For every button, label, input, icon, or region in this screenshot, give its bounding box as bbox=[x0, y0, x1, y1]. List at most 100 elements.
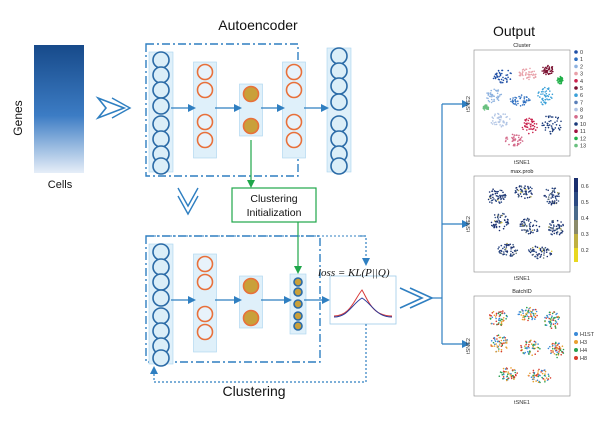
maxprob-point bbox=[552, 227, 555, 229]
batch-point bbox=[499, 319, 502, 322]
cluster-point bbox=[487, 94, 490, 96]
batch-point bbox=[500, 345, 503, 348]
maxprob-point bbox=[558, 226, 561, 228]
cluster-point bbox=[511, 133, 514, 136]
cluster-point bbox=[549, 133, 552, 135]
batch-point bbox=[550, 319, 552, 321]
maxprob-point bbox=[557, 193, 560, 195]
cluster-point bbox=[544, 126, 547, 129]
cluster-point bbox=[492, 77, 495, 80]
maxprob-point bbox=[496, 190, 498, 193]
maxprob-point bbox=[528, 250, 531, 253]
batch-point bbox=[554, 327, 557, 329]
batch-point bbox=[506, 347, 508, 349]
maxprob-point bbox=[553, 191, 556, 193]
batch-point bbox=[561, 351, 564, 354]
batch-point bbox=[527, 317, 530, 320]
maxprob-point bbox=[516, 188, 518, 191]
genes-label: Genes bbox=[11, 100, 25, 135]
legend-swatch bbox=[574, 115, 578, 119]
cl-hidden-layer-node bbox=[196, 273, 214, 291]
batch-point bbox=[494, 316, 497, 318]
cluster-point bbox=[548, 120, 550, 123]
legend-swatch bbox=[574, 57, 578, 61]
cluster-point bbox=[546, 69, 548, 72]
maxprob-point bbox=[551, 187, 554, 190]
cluster-point bbox=[532, 131, 534, 134]
batch-point bbox=[506, 375, 509, 378]
maxprob-point bbox=[555, 225, 558, 228]
cluster-point bbox=[511, 136, 513, 139]
batch-point bbox=[532, 375, 534, 378]
output-title: Output bbox=[493, 23, 535, 39]
maxprob-point bbox=[520, 191, 522, 194]
maxprob-point bbox=[557, 223, 559, 226]
cluster-point bbox=[517, 102, 519, 105]
cluster-point bbox=[545, 115, 547, 118]
maxprob-point bbox=[504, 196, 506, 198]
maxprob-point bbox=[521, 223, 524, 225]
batch-point bbox=[556, 351, 558, 354]
batch-point bbox=[493, 323, 495, 325]
maxprob-point bbox=[492, 188, 494, 190]
cluster-point bbox=[526, 76, 529, 79]
cluster-point bbox=[539, 96, 541, 98]
legend-label: 12 bbox=[580, 136, 586, 142]
cluster-point bbox=[487, 97, 489, 100]
maxprob-point bbox=[491, 199, 494, 201]
maxprob-point bbox=[495, 223, 497, 225]
batch-point bbox=[549, 325, 552, 328]
cluster-point bbox=[542, 66, 544, 69]
cl-hidden-layer-node bbox=[196, 305, 214, 323]
batch-point bbox=[522, 310, 524, 312]
batch-point bbox=[499, 371, 502, 373]
maxprob-point bbox=[555, 231, 558, 234]
cluster-point bbox=[545, 90, 548, 92]
batch-point bbox=[520, 349, 523, 352]
batch-point bbox=[507, 373, 509, 376]
cluster-point bbox=[495, 74, 498, 76]
cluster-point bbox=[556, 120, 558, 122]
legend-label: 7 bbox=[580, 100, 583, 106]
cluster-point bbox=[526, 129, 528, 131]
maxprob-point bbox=[545, 251, 548, 253]
batch-point bbox=[502, 373, 505, 376]
maxprob-point bbox=[543, 248, 546, 250]
maxprob-point bbox=[535, 251, 537, 254]
maxprob-point bbox=[518, 185, 521, 187]
maxprob-point bbox=[556, 233, 558, 235]
cluster-point bbox=[500, 78, 503, 81]
maxprob-point bbox=[528, 223, 531, 225]
cluster-point bbox=[530, 118, 532, 120]
cluster-point bbox=[542, 70, 545, 72]
batch-point bbox=[542, 378, 545, 380]
maxprob-point bbox=[536, 246, 539, 249]
batch-point bbox=[547, 373, 550, 376]
cluster-point bbox=[518, 71, 521, 74]
maxprob-point bbox=[544, 246, 547, 249]
cluster-point bbox=[550, 120, 552, 122]
cluster-point bbox=[552, 123, 554, 125]
batch-point bbox=[506, 339, 508, 341]
cluster-point bbox=[497, 99, 500, 102]
batch-point bbox=[531, 347, 534, 350]
batch-point bbox=[503, 342, 505, 344]
batch-point bbox=[533, 308, 535, 311]
cluster-point bbox=[506, 78, 508, 80]
cluster-point bbox=[546, 65, 549, 68]
legend-swatch bbox=[574, 79, 578, 83]
maxprob-point bbox=[490, 221, 493, 224]
batch-point bbox=[497, 346, 499, 349]
cluster-point bbox=[524, 101, 527, 103]
cluster-point bbox=[540, 91, 543, 93]
batch-point bbox=[500, 349, 503, 351]
batch-point bbox=[544, 320, 546, 322]
clustering-layers bbox=[148, 243, 330, 367]
legend-label: 1 bbox=[580, 57, 583, 63]
maxprob-point bbox=[548, 202, 550, 205]
batch-point bbox=[505, 318, 507, 320]
maxprob-point bbox=[558, 227, 560, 230]
maxprob-point bbox=[500, 189, 503, 192]
cluster-point bbox=[490, 122, 493, 124]
maxprob-point bbox=[494, 192, 497, 195]
